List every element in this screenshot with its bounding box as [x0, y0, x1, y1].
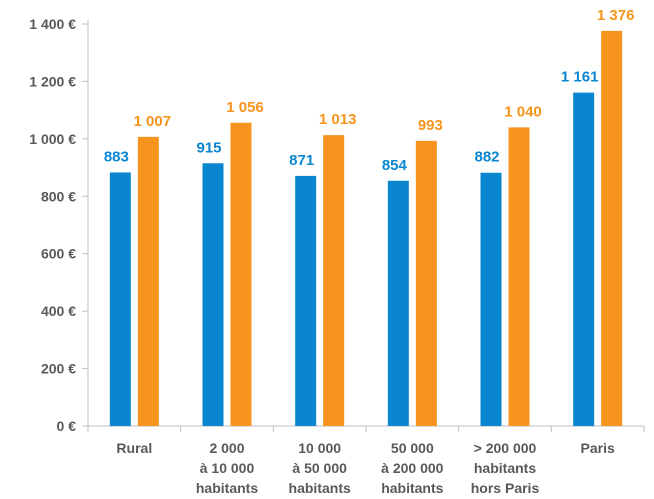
category-label: habitants [381, 480, 443, 496]
bar [415, 140, 437, 427]
y-tick-label: 800 € [41, 188, 76, 204]
y-tick-label: 1 200 € [29, 73, 76, 89]
bar [109, 172, 131, 426]
bar [202, 163, 224, 426]
data-label: 1 056 [226, 99, 264, 116]
category-label: 10 000 [298, 440, 341, 456]
category-label: 2 000 [209, 440, 244, 456]
bar [480, 172, 502, 426]
data-label: 1 376 [597, 7, 635, 24]
bar [508, 127, 530, 426]
category-label: habitants [289, 480, 351, 496]
data-label: 1 040 [504, 103, 542, 120]
y-tick-label: 200 € [41, 361, 76, 377]
bar [323, 135, 345, 427]
y-axis-ticks: 0 € 200 € 400 € 600 € 800 € 1 000 € 1 200 € 1 4… [29, 16, 88, 434]
y-tick-label: 600 € [41, 246, 76, 262]
bar [295, 175, 317, 426]
data-label: 871 [289, 152, 314, 169]
category-label: > 200 000 [474, 440, 537, 456]
category-label: Rural [116, 440, 152, 456]
x-axis-categories: Rural 2 000 à 10 000 habitants 10 000 à 50 00… [116, 440, 615, 496]
data-label: 993 [418, 117, 443, 134]
data-label: 1 007 [134, 113, 172, 130]
category-label: habitants [196, 480, 258, 496]
category-label: hors Paris [471, 480, 540, 496]
category-label: à 200 000 [381, 460, 443, 476]
data-labels: 883 1 007 915 1 056 871 1 013 854 993 882 1 040 1 … [104, 7, 635, 174]
data-label: 1 013 [319, 111, 357, 128]
category-label: Paris [581, 440, 615, 456]
y-tick-label: 0 € [57, 418, 77, 434]
bars [109, 30, 623, 427]
category-label: à 50 000 [292, 460, 347, 476]
bar [387, 180, 409, 426]
data-label: 854 [382, 157, 408, 174]
y-tick-label: 1 000 € [29, 131, 76, 147]
data-label: 1 161 [561, 69, 599, 86]
data-label: 882 [474, 149, 499, 166]
bar [601, 30, 623, 427]
y-tick-label: 1 400 € [29, 16, 76, 32]
data-label: 915 [196, 139, 221, 156]
category-label: habitants [474, 460, 536, 476]
category-label: 50 000 [391, 440, 434, 456]
axes [87, 20, 645, 432]
bar [230, 122, 252, 426]
category-label: à 10 000 [200, 460, 255, 476]
bar [573, 92, 595, 427]
data-label: 883 [104, 148, 129, 165]
y-tick-label: 400 € [41, 303, 76, 319]
bar [137, 136, 159, 426]
